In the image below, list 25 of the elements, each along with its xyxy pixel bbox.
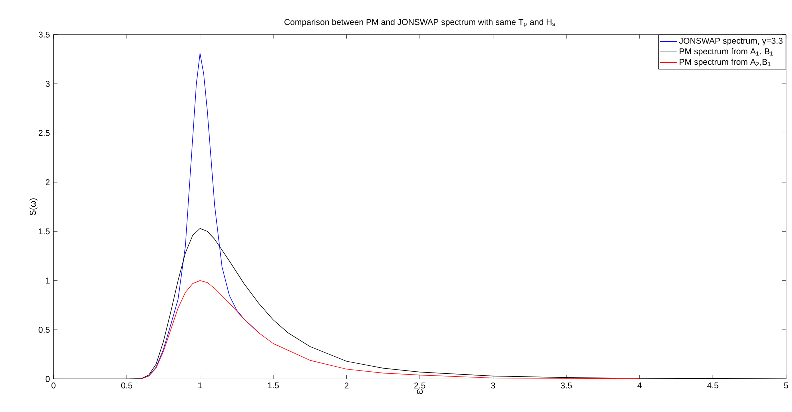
x-tick-label: 3 [491, 382, 496, 389]
chart-title: Comparison between PM and JONSWAP spectrum with same T$_{p}$ and H$_{s}$ [284, 19, 556, 28]
legend-label: JONSWAP spectrum, γ=3.3 [679, 38, 783, 46]
legend-label: PM spectrum from A$_{2}$,B$_{1}$ [680, 58, 771, 67]
y-tick-label: 0 [46, 376, 50, 382]
y-tick-label: 0.5 [38, 327, 50, 333]
legend-label: PM spectrum from A$_{1}$, B$_{1}$ [680, 48, 774, 56]
y-tick-label: 3.5 [38, 32, 50, 38]
x-tick-label: 1.5 [268, 382, 280, 389]
x-tick-label: 3.5 [561, 382, 572, 389]
y-tick-label: 3 [46, 81, 50, 87]
y-tick-label: 2.5 [38, 130, 50, 136]
x-tick-label: 2 [344, 382, 349, 389]
x-tick-label: 1 [198, 382, 202, 388]
x-tick-label: 5 [784, 382, 788, 389]
x-tick-label: 4.5 [707, 382, 719, 389]
x-tick-label: 0 [52, 382, 56, 389]
x-axis-title: ω [417, 390, 423, 394]
x-tick-label: 4 [638, 382, 642, 388]
y-tick-label: 2 [46, 179, 50, 186]
x-tick-label: 0.5 [121, 382, 133, 389]
y-axis-title: S(ω) [30, 198, 38, 216]
y-tick-label: 1 [46, 278, 50, 284]
x-tick-label: 2.5 [414, 382, 426, 389]
y-tick-label: 1.5 [39, 228, 50, 235]
